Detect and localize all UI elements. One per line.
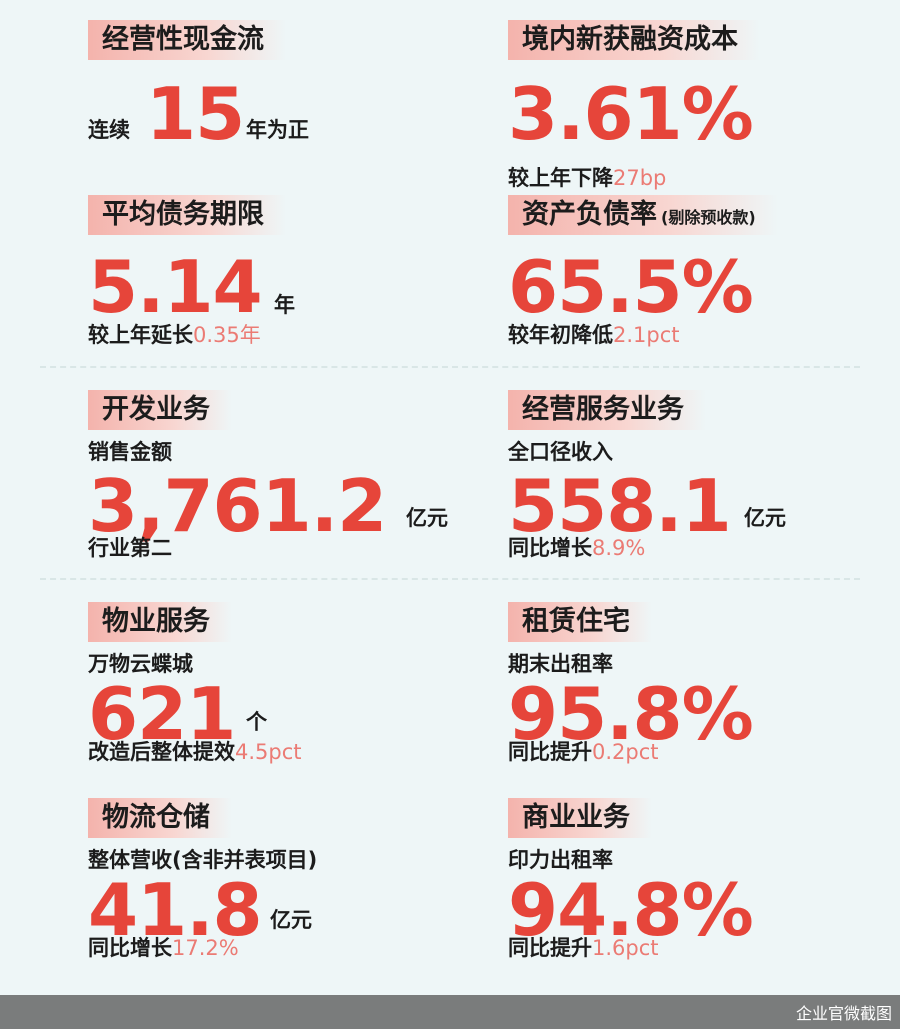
card-desc: 行业第二 bbox=[88, 536, 172, 560]
card-desc: 较上年下降27bp bbox=[508, 166, 667, 190]
card-value: 41.8 bbox=[88, 868, 263, 952]
card-prefix: 全口径收入 bbox=[508, 440, 613, 464]
card-prefix: 连续 bbox=[88, 118, 130, 142]
card-highlight: 0.2pct bbox=[592, 740, 659, 764]
card-prefix: 销售金额 bbox=[88, 440, 172, 464]
card-title: 租赁住宅 bbox=[508, 602, 652, 642]
card-unit: 亿元 bbox=[744, 506, 786, 530]
card-value: 65.5% bbox=[508, 245, 754, 329]
card-value: 3.61% bbox=[508, 72, 754, 156]
card-desc: 改造后整体提效4.5pct bbox=[88, 740, 302, 764]
watermark: 企业官微截图 bbox=[795, 1004, 892, 1023]
card-value: 558.1 bbox=[508, 464, 732, 548]
card-title: 物流仓储 bbox=[88, 798, 232, 838]
card-unit: 亿元 bbox=[406, 506, 448, 530]
card-highlight: 1.6pct bbox=[592, 936, 659, 960]
card-debt-term: 平均债务期限 5.14 年 较上年延长0.35年 bbox=[88, 195, 488, 347]
card-logistics: 物流仓储 整体营收(含非并表项目) 41.8 亿元 同比增长17.2% bbox=[88, 798, 488, 968]
card-prefix: 印力出租率 bbox=[508, 848, 613, 872]
card-highlight: 0.35年 bbox=[193, 323, 261, 347]
card-property-services: 物业服务 万物云蝶城 621 个 改造后整体提效4.5pct bbox=[88, 602, 488, 772]
card-value: 621 bbox=[88, 672, 236, 756]
card-debt-ratio: 资产负债率 (剔除预收款) 65.5% 较年初降低2.1pct bbox=[508, 195, 900, 347]
card-title: 物业服务 bbox=[88, 602, 232, 642]
footer-bar: 企业官微截图 bbox=[0, 995, 900, 1029]
card-highlight: 27bp bbox=[613, 166, 667, 190]
card-highlight: 17.2% bbox=[172, 936, 239, 960]
divider bbox=[40, 366, 860, 368]
card-value: 95.8% bbox=[508, 672, 754, 756]
divider bbox=[40, 578, 860, 580]
card-title: 资产负债率 (剔除预收款) bbox=[508, 195, 778, 235]
card-highlight: 2.1pct bbox=[613, 323, 680, 347]
card-operating-cash-flow: 经营性现金流 连续 15 年为正 bbox=[88, 20, 488, 150]
card-commercial: 商业业务 印力出租率 94.8% 同比提升1.6pct bbox=[508, 798, 900, 968]
card-prefix: 整体营收(含非并表项目) bbox=[88, 848, 318, 872]
card-desc: 同比增长8.9% bbox=[508, 536, 646, 560]
card-financing-cost: 境内新获融资成本 3.61% 较上年下降27bp bbox=[508, 20, 900, 190]
card-highlight: 4.5pct bbox=[235, 740, 302, 764]
card-desc: 较上年延长0.35年 bbox=[88, 323, 261, 347]
card-value: 5.14 bbox=[88, 245, 263, 329]
card-title-sub: (剔除预收款) bbox=[661, 208, 756, 227]
card-prefix: 期末出租率 bbox=[508, 652, 613, 676]
card-value: 15 bbox=[146, 72, 245, 156]
card-value: 94.8% bbox=[508, 868, 754, 952]
card-desc: 同比提升1.6pct bbox=[508, 936, 659, 960]
card-desc: 较年初降低2.1pct bbox=[508, 323, 680, 347]
card-unit: 年 bbox=[274, 293, 295, 317]
card-prefix: 万物云蝶城 bbox=[88, 652, 193, 676]
card-title: 商业业务 bbox=[508, 798, 652, 838]
card-unit: 个 bbox=[246, 710, 267, 734]
card-development: 开发业务 销售金额 3,761.2 亿元 行业第二 bbox=[88, 390, 488, 560]
card-highlight: 8.9% bbox=[592, 536, 646, 560]
card-title: 经营服务业务 bbox=[508, 390, 706, 430]
card-operating-services: 经营服务业务 全口径收入 558.1 亿元 同比增长8.9% bbox=[508, 390, 900, 560]
card-desc: 同比增长17.2% bbox=[88, 936, 239, 960]
card-unit: 亿元 bbox=[270, 908, 312, 932]
card-value: 3,761.2 bbox=[88, 464, 387, 548]
card-title: 开发业务 bbox=[88, 390, 232, 430]
card-unit: 年为正 bbox=[246, 118, 309, 142]
card-title: 平均债务期限 bbox=[88, 195, 286, 235]
card-title: 经营性现金流 bbox=[88, 20, 286, 60]
card-title: 境内新获融资成本 bbox=[508, 20, 760, 60]
card-desc: 同比提升0.2pct bbox=[508, 740, 659, 764]
card-rental-housing: 租赁住宅 期末出租率 95.8% 同比提升0.2pct bbox=[508, 602, 900, 772]
